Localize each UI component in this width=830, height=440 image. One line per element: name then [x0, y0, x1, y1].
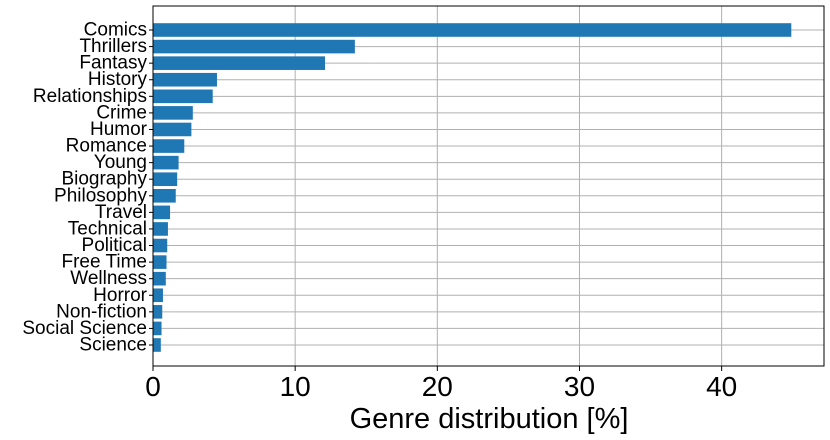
x-tick-label: 40 [706, 371, 737, 402]
bar-relationships [153, 89, 213, 104]
x-tick-label: 10 [280, 371, 311, 402]
x-tick-label: 0 [145, 371, 161, 402]
x-tick-label: 30 [564, 371, 595, 402]
bar-free-time [153, 255, 167, 269]
bar-history [153, 72, 217, 87]
bar-horror [153, 288, 163, 303]
y-tick-label: History [88, 69, 148, 90]
y-tick-label: Non-fiction [56, 301, 147, 322]
y-tick-label: Free Time [61, 252, 147, 273]
y-tick-label: Political [82, 235, 147, 256]
bar-crime [153, 106, 193, 120]
axes-layer [149, 5, 825, 371]
y-tick-label: Relationships [33, 86, 147, 107]
bar-science [153, 338, 161, 352]
bar-technical [153, 222, 168, 236]
bar-biography [153, 172, 178, 187]
y-tick-label: Young [94, 152, 147, 173]
bar-thrillers [153, 39, 355, 54]
bars-layer [153, 23, 792, 352]
bar-romance [153, 139, 185, 153]
plot-frame [152, 5, 825, 367]
bar-wellness [153, 271, 166, 286]
bar-comics [153, 23, 792, 37]
x-tick-label: 20 [422, 371, 453, 402]
bar-non-fiction [153, 305, 163, 319]
y-tick-label: Humor [90, 119, 148, 140]
y-tick-label: Philosophy [54, 185, 147, 206]
bar-political [153, 238, 168, 253]
y-tick-label: Romance [66, 136, 147, 157]
x-axis-label: Genre distribution [%] [350, 403, 629, 435]
bar-social-science [153, 321, 162, 336]
y-tick-label: Science [79, 335, 147, 356]
y-tick-label: Comics [84, 20, 147, 41]
bar-humor [153, 122, 192, 137]
y-tick-label: Technical [68, 218, 147, 239]
labels-layer: ComicsThrillersFantasyHistoryRelationshi… [22, 20, 737, 403]
bar-philosophy [153, 188, 176, 203]
bar-young [153, 155, 179, 170]
bar-travel [153, 205, 171, 220]
y-tick-label: Crime [96, 102, 147, 123]
y-tick-label: Fantasy [79, 53, 147, 74]
y-tick-label: Thrillers [79, 36, 147, 57]
y-tick-label: Biography [61, 169, 147, 190]
bar-fantasy [153, 56, 326, 70]
y-tick-label: Travel [95, 202, 147, 223]
y-tick-label: Wellness [70, 268, 147, 289]
y-tick-label: Social Science [22, 318, 147, 339]
y-tick-label: Horror [93, 285, 148, 306]
